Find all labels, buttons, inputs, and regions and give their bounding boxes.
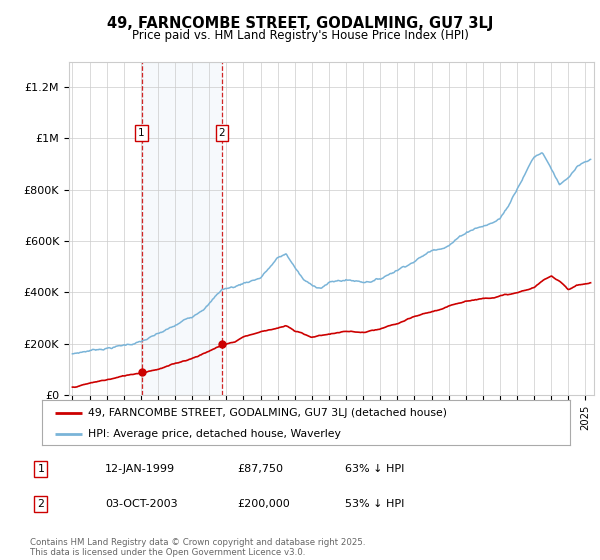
Text: 1: 1: [37, 464, 44, 474]
Text: 2: 2: [219, 128, 226, 138]
Text: 49, FARNCOMBE STREET, GODALMING, GU7 3LJ: 49, FARNCOMBE STREET, GODALMING, GU7 3LJ: [107, 16, 493, 31]
Text: 49, FARNCOMBE STREET, GODALMING, GU7 3LJ (detached house): 49, FARNCOMBE STREET, GODALMING, GU7 3LJ…: [88, 408, 448, 418]
Text: Contains HM Land Registry data © Crown copyright and database right 2025.
This d: Contains HM Land Registry data © Crown c…: [30, 538, 365, 557]
Text: HPI: Average price, detached house, Waverley: HPI: Average price, detached house, Wave…: [88, 428, 341, 438]
Text: 2: 2: [37, 499, 44, 509]
Text: 53% ↓ HPI: 53% ↓ HPI: [345, 499, 404, 509]
Text: 03-OCT-2003: 03-OCT-2003: [105, 499, 178, 509]
Text: 1: 1: [138, 128, 145, 138]
Text: Price paid vs. HM Land Registry's House Price Index (HPI): Price paid vs. HM Land Registry's House …: [131, 29, 469, 42]
Text: 12-JAN-1999: 12-JAN-1999: [105, 464, 175, 474]
Bar: [142, 62, 222, 395]
Text: £200,000: £200,000: [237, 499, 290, 509]
Text: 63% ↓ HPI: 63% ↓ HPI: [345, 464, 404, 474]
Text: £87,750: £87,750: [237, 464, 283, 474]
